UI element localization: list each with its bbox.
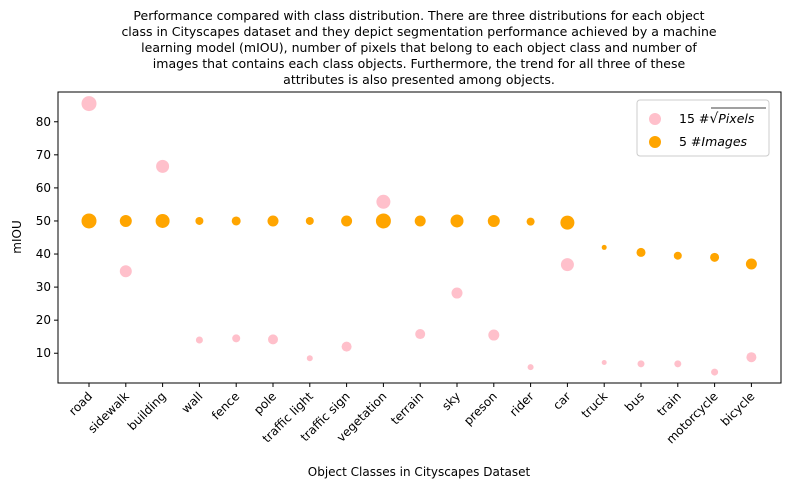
x-tick-label-3: wall (179, 389, 206, 416)
title-line-5: attributes is also presented among objec… (283, 72, 555, 87)
point-series0-12 (527, 364, 534, 371)
y-tick-label-60: 60 (36, 181, 51, 195)
y-tick-label-20: 20 (36, 313, 51, 327)
legend-marker-images (649, 136, 661, 148)
point-series0-0 (81, 96, 97, 112)
point-series1-11 (487, 214, 500, 227)
title-line-4: images that contains each class objects.… (153, 56, 686, 71)
x-tick-label-18: bicycle (718, 389, 758, 429)
x-tick-label-16: train (654, 389, 684, 419)
point-series1-4 (231, 216, 241, 226)
point-series0-9 (415, 329, 426, 340)
legend-label-pixels: 15 #√Pixels (679, 111, 755, 127)
point-series0-13 (560, 258, 574, 272)
point-series1-10 (450, 214, 464, 228)
x-tick-label-13: car (550, 389, 573, 412)
point-series0-17 (711, 368, 719, 376)
point-series1-14 (601, 244, 607, 250)
point-series0-10 (451, 287, 463, 299)
point-series0-4 (232, 334, 241, 343)
point-series1-5 (267, 215, 279, 227)
y-tick-label-40: 40 (36, 247, 51, 261)
legend: 15 #√Pixels 5 #Images (636, 99, 770, 157)
x-tick-label-9: terrain (388, 389, 426, 427)
chart-title: Performance compared with class distribu… (121, 8, 716, 87)
y-tick-label-70: 70 (36, 148, 51, 162)
point-series1-12 (526, 217, 535, 226)
point-series1-7 (341, 215, 353, 227)
x-tick-label-1: sidewalk (85, 389, 132, 436)
legend-images-word: Images (701, 134, 747, 149)
point-series1-17 (710, 252, 720, 262)
x-tick-label-10: sky (439, 389, 463, 413)
x-axis-label: Object Classes in Cityscapes Dataset (308, 465, 531, 479)
legend-sqrt-symbol: √ (709, 111, 718, 127)
x-tick-label-4: fence (209, 389, 242, 422)
title-line-3: learning model (mIOU), number of pixels … (141, 40, 697, 55)
point-series1-18 (745, 258, 757, 270)
title-line-2: class in Cityscapes dataset and they dep… (121, 24, 716, 39)
point-series1-6 (305, 216, 314, 225)
x-tick-label-15: bus (622, 389, 647, 414)
point-series0-6 (306, 355, 313, 362)
point-series0-7 (341, 341, 352, 352)
point-series1-3 (195, 216, 204, 225)
plot-frame (57, 91, 782, 384)
point-series1-2 (155, 213, 170, 228)
point-series0-11 (488, 329, 500, 341)
point-series1-16 (673, 251, 682, 260)
legend-images-prefix: 5 # (679, 134, 701, 149)
point-series1-0 (81, 213, 97, 229)
legend-marker-pixels (649, 113, 661, 125)
point-series1-9 (414, 215, 426, 227)
legend-pixels-word: Pixels (718, 111, 755, 126)
point-series0-8 (376, 194, 391, 209)
point-series0-5 (268, 334, 278, 345)
point-series0-15 (637, 360, 645, 368)
x-tick-label-12: rider (507, 389, 537, 419)
legend-pixels-prefix: 15 # (679, 111, 709, 126)
point-series1-13 (560, 215, 575, 230)
point-series1-8 (375, 213, 391, 229)
point-series1-1 (119, 214, 132, 227)
x-tick-label-5: pole (251, 389, 279, 417)
y-tick-label-30: 30 (36, 280, 51, 294)
x-tick-label-14: truck (579, 389, 611, 421)
x-tick-label-11: preson (461, 389, 500, 428)
y-axis-label: mIOU (10, 220, 24, 253)
point-series0-14 (601, 359, 607, 365)
legend-label-images: 5 #Images (679, 134, 748, 149)
point-series1-15 (636, 247, 646, 257)
y-tick-label-50: 50 (36, 214, 51, 228)
y-tick-label-80: 80 (36, 115, 51, 129)
point-series0-18 (746, 352, 757, 363)
point-series0-3 (195, 336, 203, 344)
point-series0-1 (119, 265, 132, 278)
point-series0-16 (674, 360, 682, 368)
point-series0-2 (156, 159, 170, 173)
title-line-1: Performance compared with class distribu… (133, 8, 704, 23)
y-tick-label-10: 10 (36, 346, 51, 360)
x-tick-label-0: road (66, 389, 95, 418)
legend-box (636, 99, 770, 157)
x-tick-label-2: building (125, 389, 169, 433)
